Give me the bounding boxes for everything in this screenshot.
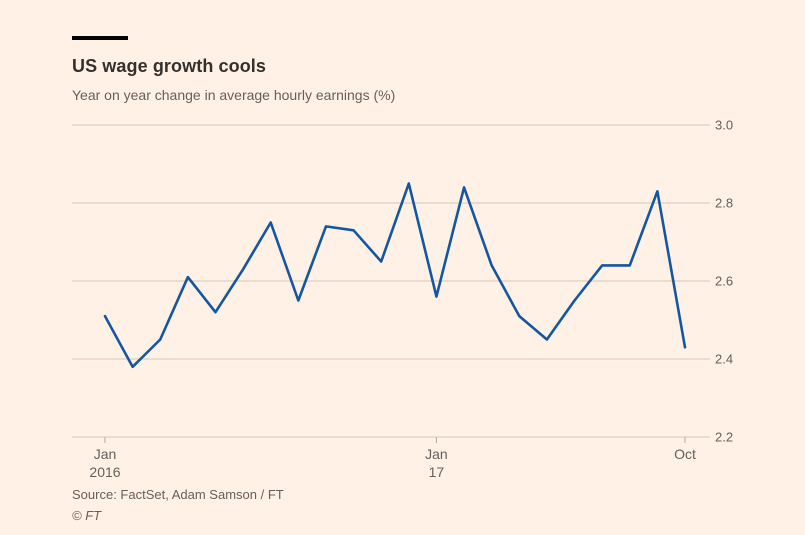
y-axis-label: 2.8 (715, 196, 733, 211)
chart-title: US wage growth cools (72, 56, 267, 76)
chart-subtitle: Year on year change in average hourly ea… (72, 87, 396, 103)
ft-copyright: © FT (72, 508, 102, 523)
x-axis-label-year: 2016 (89, 464, 120, 480)
x-axis-label-year: 17 (429, 464, 445, 480)
x-axis-label: Jan (425, 446, 448, 462)
title-accent-bar (72, 36, 128, 40)
x-axis-label: Jan (94, 446, 117, 462)
y-axis-label: 2.6 (715, 274, 733, 289)
earnings-series-line (103, 182, 687, 369)
y-axis-label: 2.2 (715, 430, 733, 445)
source-note: Source: FactSet, Adam Samson / FT (72, 487, 284, 502)
x-axis-label: Oct (674, 446, 696, 462)
y-axis-label: 3.0 (715, 118, 733, 133)
y-axis-label: 2.4 (715, 352, 733, 367)
